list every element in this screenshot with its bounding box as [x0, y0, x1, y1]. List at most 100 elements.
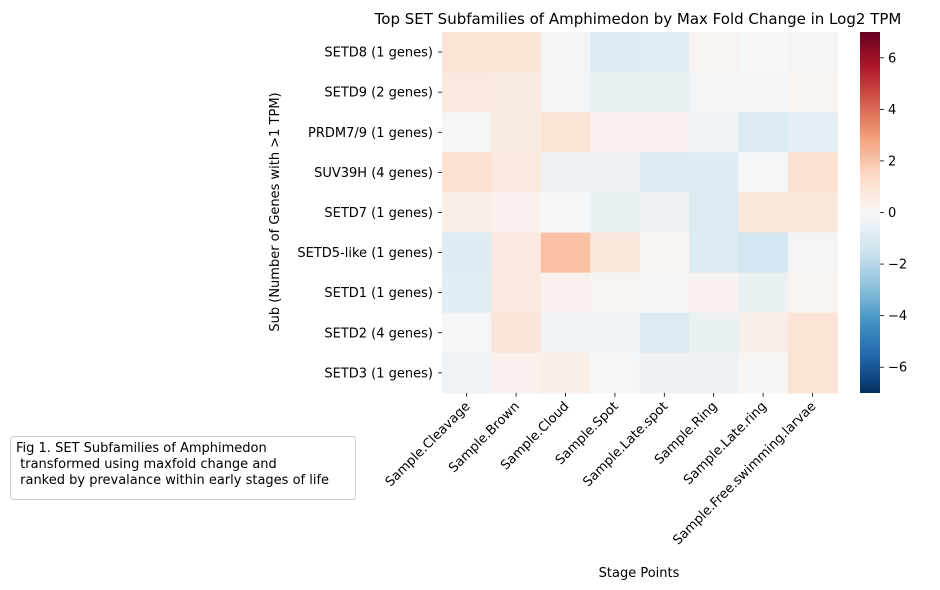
heatmap-cell — [738, 312, 789, 354]
heatmap-cell — [689, 192, 739, 234]
heatmap-cell — [787, 112, 838, 153]
heatmap-cell — [442, 312, 492, 354]
heatmap-cell — [639, 192, 690, 234]
x-tick-label: Sample.Late.spot — [580, 399, 671, 490]
figure-caption: Fig 1. SET Subfamilies of Amphimedon tra… — [10, 436, 356, 500]
heatmap-cell — [442, 72, 492, 113]
chart-title: Top SET Subfamilies of Amphimedon by Max… — [374, 10, 902, 28]
heatmap-cell — [491, 232, 542, 274]
colorbar-tick-label: −4 — [888, 309, 907, 324]
heatmap-cell — [738, 112, 789, 153]
heatmap-cell — [442, 272, 492, 314]
heatmap-cell — [787, 232, 838, 274]
heatmap-cell — [491, 32, 542, 73]
heatmap-cell — [738, 72, 789, 113]
heatmap-cell — [787, 32, 838, 73]
colorbar-tick-label: 0 — [888, 206, 896, 221]
heatmap-cell — [491, 272, 542, 314]
heatmap-cell — [442, 232, 492, 274]
heatmap-cell — [590, 312, 641, 354]
heatmap-cell — [540, 352, 591, 394]
y-tick-label: SETD2 (4 genes) — [324, 326, 433, 341]
heatmap-cell — [639, 112, 690, 153]
heatmap-cell — [787, 312, 838, 354]
heatmap-cell — [491, 352, 542, 394]
heatmap-cell — [590, 192, 641, 234]
heatmap-cell — [590, 272, 641, 314]
heatmap-cell — [590, 112, 641, 153]
x-tick-labels: Sample.CleavageSample.BrownSample.CloudS… — [383, 392, 819, 548]
heatmap-cell — [787, 152, 838, 193]
heatmap-cell — [540, 232, 591, 274]
heatmap-cell — [491, 192, 542, 234]
heatmap-cell — [590, 152, 641, 193]
heatmap-cell — [590, 232, 641, 274]
heatmap-cell — [787, 72, 838, 113]
heatmap-cell — [442, 192, 492, 234]
heatmap-cell — [540, 272, 591, 314]
heatmap-cell — [639, 32, 690, 73]
heatmap-cell — [540, 112, 591, 153]
heatmap-cell — [639, 352, 690, 394]
heatmap-cells — [442, 32, 838, 394]
y-tick-label: SETD1 (1 genes) — [324, 286, 433, 301]
heatmap-cell — [491, 72, 542, 113]
heatmap-cell — [738, 352, 789, 394]
heatmap-cell — [689, 272, 739, 314]
heatmap-cell — [738, 32, 789, 73]
y-tick-label: SETD7 (1 genes) — [324, 206, 433, 221]
colorbar — [860, 32, 880, 393]
colorbar-tick-label: 4 — [888, 103, 896, 118]
heatmap-cell — [639, 232, 690, 274]
colorbar-tick-label: 6 — [888, 51, 896, 66]
heatmap-cell — [540, 152, 591, 193]
colorbar-tick-label: 2 — [888, 154, 896, 169]
heatmap-cell — [639, 312, 690, 354]
heatmap-cell — [442, 352, 492, 394]
heatmap-cell — [639, 72, 690, 113]
y-tick-labels: SETD8 (1 genes) SETD9 (2 genes) PRDM7/9 (1… — [297, 46, 442, 381]
heatmap-cell — [639, 272, 690, 314]
heatmap-cell — [540, 72, 591, 113]
y-axis-label: Sub (Number of Genes with >1 TPM) — [268, 92, 283, 331]
x-axis-label: Stage Points — [599, 566, 680, 581]
heatmap-cell — [442, 152, 492, 193]
heatmap-cell — [491, 312, 542, 354]
heatmap-cell — [787, 192, 838, 234]
colorbar-tick-label: −6 — [888, 361, 907, 376]
heatmap-cell — [689, 312, 739, 354]
heatmap-cell — [738, 232, 789, 274]
y-tick-label: SETD5-like (1 genes) — [297, 246, 433, 261]
heatmap-cell — [540, 312, 591, 354]
colorbar-tick-label: −2 — [888, 258, 907, 273]
x-tick-label: Sample.Late.ring — [681, 399, 770, 488]
heatmap-cell — [738, 272, 789, 314]
heatmap-cell — [738, 152, 789, 193]
y-tick-label: SETD3 (1 genes) — [324, 366, 433, 381]
heatmap-cell — [787, 352, 838, 394]
heatmap-cell — [787, 272, 838, 314]
heatmap-cell — [639, 152, 690, 193]
y-tick-label: SETD8 (1 genes) — [324, 46, 433, 61]
y-tick-label: SUV39H (4 genes) — [314, 166, 433, 181]
heatmap-cell — [540, 192, 591, 234]
y-tick-label: SETD9 (2 genes) — [324, 86, 433, 101]
heatmap-cell — [442, 112, 492, 153]
heatmap-cell — [540, 32, 591, 73]
x-tick-label: Sample.Cleavage — [383, 399, 474, 490]
heatmap-cell — [590, 32, 641, 73]
heatmap-cell — [689, 232, 739, 274]
heatmap-cell — [590, 352, 641, 394]
heatmap-cell — [689, 352, 739, 394]
heatmap-cell — [689, 32, 739, 73]
heatmap-cell — [689, 112, 739, 153]
heatmap-cell — [689, 152, 739, 193]
colorbar-ticks: 6 4 2 0 −2 −4 −6 — [880, 51, 907, 376]
heatmap-cell — [590, 72, 641, 113]
y-tick-label: PRDM7/9 (1 genes) — [308, 126, 433, 141]
heatmap-cell — [689, 72, 739, 113]
heatmap-cell — [491, 152, 542, 193]
heatmap-cell — [442, 32, 492, 73]
heatmap-cell — [738, 192, 789, 234]
